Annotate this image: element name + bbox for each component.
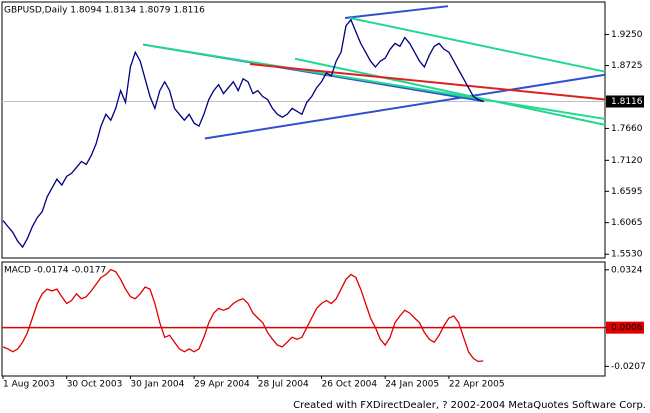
last-price-box <box>606 95 644 108</box>
series-line <box>2 18 484 249</box>
y-tick-label: 1.6595 <box>611 187 643 197</box>
x-tick-label: 28 Jul 2004 <box>258 380 309 390</box>
x-tick-label: 30 Jan 2004 <box>130 380 184 390</box>
trend-line <box>142 43 606 120</box>
price-panel <box>1 1 606 259</box>
x-tick-label: 1 Aug 2003 <box>3 380 55 390</box>
y-tick-label: -0.0207 <box>611 362 646 372</box>
footer: Created with FXDirectDealer, ? 2002-2004… <box>293 400 646 411</box>
series-line <box>2 268 484 363</box>
price-title: GBPUSD,Daily 1.8094 1.8134 1.8079 1.8116 <box>4 6 205 16</box>
macd-panel <box>1 261 606 377</box>
trend-line <box>249 63 606 101</box>
trend-line <box>344 5 449 19</box>
last-price-label: 1.8116 <box>611 97 643 107</box>
trend-line <box>349 17 606 73</box>
x-tick-label: 22 Apr 2005 <box>449 380 505 390</box>
trend-line <box>294 57 606 126</box>
y-tick-label: 1.6065 <box>611 218 643 228</box>
x-tick-label: 30 Oct 2003 <box>67 380 123 390</box>
y-tick-label: 1.5530 <box>611 250 643 260</box>
x-tick-label: 24 Jan 2005 <box>385 380 439 390</box>
macd-title: MACD -0.0174 -0.0177 <box>4 266 106 276</box>
y-tick-box <box>606 321 644 334</box>
y-tick-label: 1.7660 <box>611 124 643 134</box>
y-tick-label: 0.0324 <box>611 265 643 275</box>
x-tick-label: 29 Apr 2004 <box>194 380 250 390</box>
y-tick-label: 0.0006 <box>611 323 643 333</box>
y-tick-label: 1.7120 <box>611 156 643 166</box>
y-tick-label: 1.9250 <box>611 30 643 40</box>
x-tick-label: 26 Oct 2004 <box>322 380 378 390</box>
y-tick-label: 1.8725 <box>611 61 643 71</box>
trend-line <box>204 73 606 140</box>
